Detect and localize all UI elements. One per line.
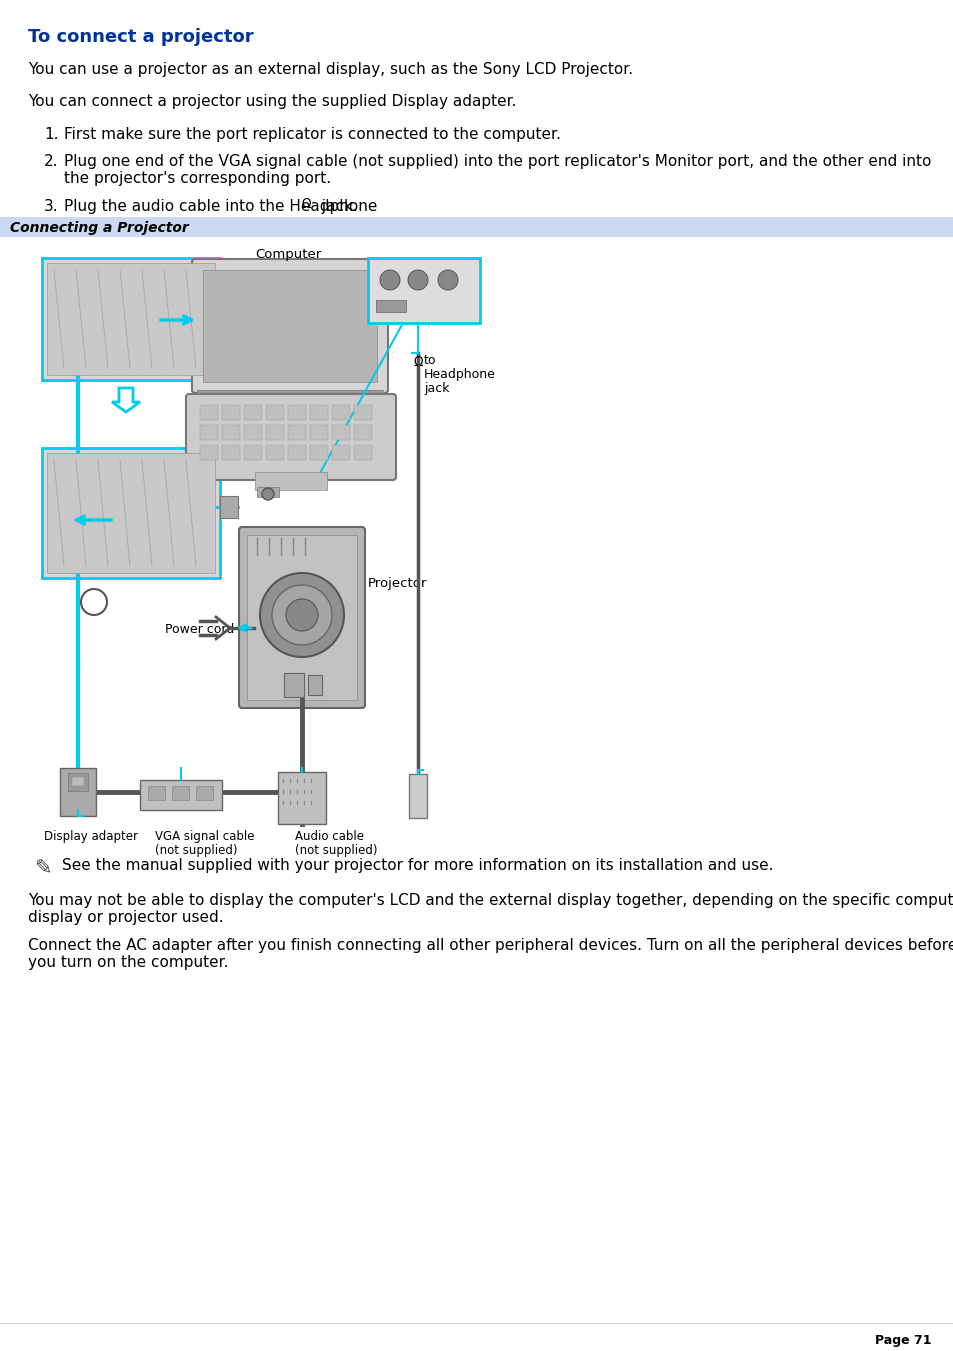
Text: Audio cable: Audio cable: [294, 830, 364, 843]
Text: You can use a projector as an external display, such as the Sony LCD Projector.: You can use a projector as an external d…: [28, 62, 633, 77]
FancyBboxPatch shape: [288, 405, 306, 420]
FancyBboxPatch shape: [332, 405, 350, 420]
FancyBboxPatch shape: [148, 786, 165, 800]
FancyBboxPatch shape: [332, 444, 350, 459]
Text: you turn on the computer.: you turn on the computer.: [28, 955, 229, 970]
FancyBboxPatch shape: [220, 496, 237, 517]
Text: (not supplied): (not supplied): [154, 844, 237, 857]
FancyBboxPatch shape: [310, 444, 328, 459]
FancyBboxPatch shape: [222, 444, 240, 459]
Text: display or projector used.: display or projector used.: [28, 911, 223, 925]
Text: jack: jack: [423, 382, 449, 394]
Text: VGA signal cable: VGA signal cable: [154, 830, 254, 843]
FancyBboxPatch shape: [308, 676, 322, 694]
FancyBboxPatch shape: [266, 444, 284, 459]
Text: Headphone: Headphone: [423, 367, 496, 381]
FancyBboxPatch shape: [332, 426, 350, 440]
FancyBboxPatch shape: [186, 394, 395, 480]
FancyBboxPatch shape: [247, 535, 356, 700]
Text: 2.: 2.: [44, 154, 58, 169]
FancyBboxPatch shape: [196, 390, 382, 397]
Text: See the manual supplied with your projector for more information on its installa: See the manual supplied with your projec…: [62, 858, 773, 873]
FancyBboxPatch shape: [195, 786, 213, 800]
Text: You can connect a projector using the supplied Display adapter.: You can connect a projector using the su…: [28, 95, 516, 109]
FancyBboxPatch shape: [256, 486, 278, 497]
FancyBboxPatch shape: [200, 426, 218, 440]
FancyBboxPatch shape: [203, 270, 376, 382]
Text: (not supplied): (not supplied): [294, 844, 377, 857]
FancyBboxPatch shape: [277, 771, 326, 824]
FancyBboxPatch shape: [192, 259, 388, 393]
FancyBboxPatch shape: [354, 426, 372, 440]
Circle shape: [272, 585, 332, 644]
FancyBboxPatch shape: [266, 426, 284, 440]
FancyBboxPatch shape: [220, 300, 233, 328]
FancyBboxPatch shape: [42, 258, 220, 380]
FancyBboxPatch shape: [244, 444, 262, 459]
Text: Ω: Ω: [301, 199, 311, 212]
FancyBboxPatch shape: [222, 426, 240, 440]
FancyBboxPatch shape: [68, 773, 88, 790]
Text: the projector's corresponding port.: the projector's corresponding port.: [64, 172, 331, 186]
FancyBboxPatch shape: [288, 444, 306, 459]
Text: to: to: [423, 354, 436, 367]
Text: Power cord: Power cord: [165, 623, 234, 636]
FancyBboxPatch shape: [239, 527, 365, 708]
FancyBboxPatch shape: [200, 444, 218, 459]
FancyBboxPatch shape: [354, 405, 372, 420]
FancyBboxPatch shape: [60, 767, 96, 816]
Text: Display adapter: Display adapter: [44, 830, 138, 843]
Circle shape: [379, 270, 399, 290]
FancyBboxPatch shape: [409, 774, 427, 817]
Text: 1.: 1.: [44, 127, 58, 142]
Circle shape: [260, 573, 344, 657]
Text: 3.: 3.: [44, 199, 58, 213]
Text: Ω: Ω: [414, 357, 423, 369]
FancyBboxPatch shape: [354, 444, 372, 459]
Polygon shape: [112, 388, 140, 412]
FancyBboxPatch shape: [47, 263, 214, 376]
Text: Computer: Computer: [254, 249, 321, 261]
Circle shape: [437, 270, 457, 290]
FancyBboxPatch shape: [200, 405, 218, 420]
FancyBboxPatch shape: [140, 780, 222, 811]
FancyBboxPatch shape: [244, 405, 262, 420]
Text: Projector: Projector: [368, 577, 427, 590]
Circle shape: [286, 598, 317, 631]
Text: Plug the audio cable into the Headphone: Plug the audio cable into the Headphone: [64, 199, 377, 213]
FancyBboxPatch shape: [284, 673, 304, 697]
Circle shape: [408, 270, 428, 290]
Text: Page 71: Page 71: [874, 1333, 930, 1347]
FancyBboxPatch shape: [310, 426, 328, 440]
Text: You may not be able to display the computer's LCD and the external display toget: You may not be able to display the compu…: [28, 893, 953, 908]
Text: Connect the AC adapter after you finish connecting all other peripheral devices.: Connect the AC adapter after you finish …: [28, 938, 953, 952]
Text: Plug one end of the VGA signal cable (not supplied) into the port replicator's M: Plug one end of the VGA signal cable (no…: [64, 154, 930, 169]
Text: ✎: ✎: [34, 858, 51, 878]
FancyBboxPatch shape: [254, 471, 327, 490]
Text: First make sure the port replicator is connected to the computer.: First make sure the port replicator is c…: [64, 127, 560, 142]
FancyBboxPatch shape: [0, 218, 953, 236]
FancyBboxPatch shape: [375, 300, 406, 312]
FancyBboxPatch shape: [47, 453, 214, 573]
FancyBboxPatch shape: [288, 426, 306, 440]
FancyBboxPatch shape: [71, 777, 84, 786]
Circle shape: [262, 488, 274, 500]
FancyBboxPatch shape: [310, 405, 328, 420]
Circle shape: [81, 589, 107, 615]
FancyBboxPatch shape: [172, 786, 189, 800]
FancyBboxPatch shape: [42, 449, 220, 578]
FancyBboxPatch shape: [244, 426, 262, 440]
Text: Connecting a Projector: Connecting a Projector: [10, 222, 189, 235]
Text: jack.: jack.: [316, 199, 357, 213]
FancyBboxPatch shape: [222, 405, 240, 420]
Text: To connect a projector: To connect a projector: [28, 28, 253, 46]
FancyBboxPatch shape: [368, 258, 479, 323]
FancyBboxPatch shape: [266, 405, 284, 420]
